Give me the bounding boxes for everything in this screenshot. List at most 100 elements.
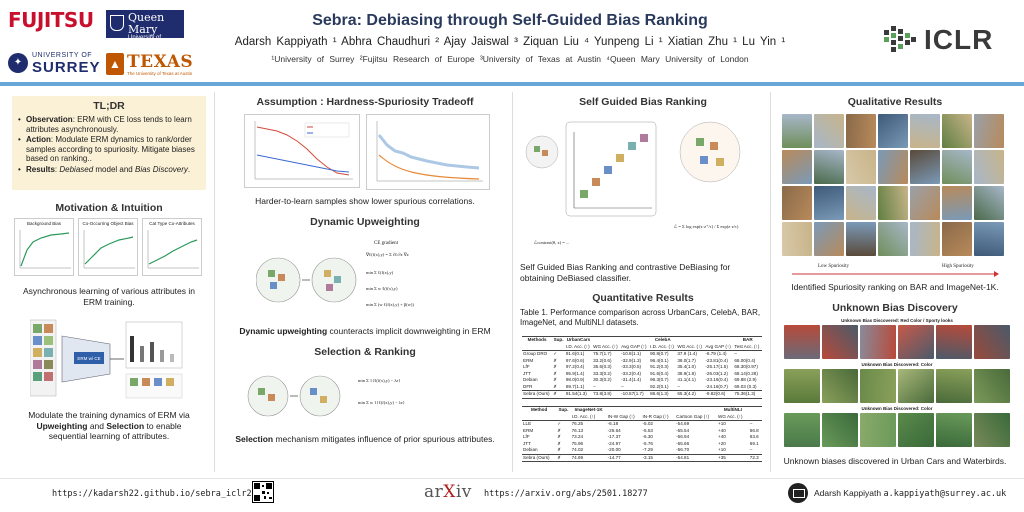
- table-cell: -32.9(1.3): [621, 357, 642, 363]
- table-row: Sebra (Ours) ✗ 74.69 -14.77 -3.15 -54.81 +35 72…: [522, 454, 762, 462]
- table-cell: -26.64: [607, 427, 621, 433]
- table-cell: [607, 407, 642, 414]
- table-cell: -55.66: [676, 440, 690, 446]
- thumbnail-image: [936, 325, 972, 359]
- table-cell: ERM: [523, 427, 534, 433]
- table-cell: 91.6(0.1): [565, 351, 585, 356]
- table-cell: ✗: [557, 454, 562, 460]
- table-cell: JTT: [523, 440, 531, 446]
- motivation-caption: Asynchronous learning of various attribu…: [23, 286, 195, 307]
- table-cell: 38.9(1.8): [677, 370, 696, 376]
- svg-text:ℒ = Σ log exp(z·z⁺/τ) / Σ exp(: ℒ = Σ log exp(z·z⁺/τ) / Σ exp(z·z/τ): [674, 224, 739, 229]
- table-cell: ✗: [553, 383, 558, 389]
- contact-email[interactable]: a.kappiyath@surrey.ac.uk: [883, 489, 1007, 499]
- thumbnail-image: [784, 325, 820, 359]
- qr-code-icon[interactable]: [252, 481, 274, 503]
- curve-graphic: [19, 230, 71, 269]
- contact-info: Adarsh Kappiyath a.kappiyath@surrey.ac.u…: [814, 488, 1007, 499]
- table-cell: 66.8: [749, 427, 759, 433]
- table-cell: I.D. Acc. (↑): [571, 413, 596, 419]
- table-row: ERM ✗ 76.13 -26.64 -5.53 -55.54 +40 66.8: [522, 428, 762, 435]
- table-row: ERM ✗ 97.6(0.6) 33.2(0.6) -32.9(1.3) 96.4(0.1…: [522, 358, 762, 365]
- table-cell: 33.2(0.6): [593, 357, 612, 363]
- motivation-plots: Background Bias Co-Occurring Object Bias…: [14, 218, 204, 278]
- svg-text:ERM w/ CE: ERM w/ CE: [77, 356, 100, 361]
- curve-graphic: [83, 230, 135, 269]
- table-cell: 75.7(1.7): [593, 351, 612, 356]
- table-cell: 35.4(1.0): [677, 364, 696, 369]
- thumbnail-image: [910, 114, 940, 148]
- table-cell: -26.03(1.2): [705, 370, 728, 376]
- thumbnail-image: [936, 413, 972, 447]
- poster-title: Sebra: Debiasing through Self-Guided Bia…: [312, 12, 708, 29]
- fujitsu-logo: FUJITSU: [8, 8, 94, 32]
- table-cell: DFR: [523, 383, 533, 389]
- table-cell: +40: [718, 427, 726, 433]
- table-cell: 96.3(0.7): [650, 377, 669, 382]
- table-cell: 37.9 (1.4): [677, 351, 698, 356]
- table-cell: LfF: [523, 364, 530, 369]
- table-cell: 74.02: [571, 447, 584, 452]
- curve-graphic: [147, 230, 199, 269]
- table-cell: ✗: [557, 447, 562, 452]
- tldr-box: TL;DR Observation: ERM with CE loss tend…: [12, 96, 206, 190]
- table-cell: -24.97: [607, 440, 621, 446]
- column-divider: [512, 92, 513, 472]
- table-cell: 91.54(1.3): [565, 391, 587, 396]
- table-cell: Avg GAP (↑): [705, 343, 731, 349]
- tldr-item: Observation: ERM with CE loss tends to l…: [18, 115, 200, 134]
- spuriosity-scale: Low Spuriosity High Spuriosity: [790, 264, 1000, 277]
- table-cell: -20.00: [607, 447, 621, 452]
- table-cell: Debian: [523, 377, 538, 382]
- queen-mary-logo: Queen Mary University of London: [106, 10, 184, 47]
- table-row: Debian ✗ 74.02 -20.00 -7.29 -56.70 +10 –: [522, 447, 762, 454]
- table-cell: -10.8(1.1): [621, 351, 642, 356]
- thumbnail-image: [910, 150, 940, 184]
- table-cell: I.D. Acc. (↑): [565, 343, 590, 349]
- affiliation-list: ¹University of Surrey ²Fujitsu Research …: [271, 54, 749, 64]
- svg-text:CE gradient: CE gradient: [374, 241, 399, 246]
- table-cell: 74.69: [571, 454, 584, 460]
- table-cell: 89.7(1.1): [565, 383, 585, 389]
- erm-diagram-graphic: ERM w/ CE: [29, 319, 183, 399]
- svg-text:min Σ 1{ℓ(f(x),y) − λε}: min Σ 1{ℓ(f(x),y) − λε}: [358, 378, 401, 384]
- tldr-list: Observation: ERM with CE loss tends to l…: [18, 115, 200, 175]
- table-cell: -5.76: [642, 440, 653, 446]
- thumbnail-image: [814, 150, 844, 184]
- table-cell: 75.36(1.3): [734, 391, 756, 396]
- table-cell: [522, 344, 552, 351]
- svg-text:min Σ w ℓ(f(x),y): min Σ w ℓ(f(x),y): [366, 286, 398, 292]
- table-cell: ERM: [523, 357, 534, 363]
- table-cell: 73.24: [571, 434, 584, 439]
- table-cell: Debian: [523, 447, 538, 452]
- thumbnail-image: [974, 325, 1010, 359]
- sgbr-caption: Self Guided Bias Ranking and contrastive…: [520, 262, 731, 283]
- upweighting-caption: Dynamic upweighting counteracts implicit…: [239, 326, 491, 336]
- upweighting-graphic: CE gradient ∇ℓ(f(x),y) = Σ ∂ℓ/∂z ∇z min …: [255, 241, 414, 308]
- table-cell: 36.0(1.7): [677, 357, 696, 363]
- thumbnail-image: [846, 222, 876, 256]
- table-cell: ✗: [553, 377, 558, 382]
- table-cell: -54.69: [676, 421, 690, 426]
- arxiv-link[interactable]: https://arxiv.org/abs/2501.18277: [484, 489, 648, 499]
- table-cell: 73.8(3.8): [593, 391, 612, 396]
- table-cell: I.D. Acc. (↑): [650, 343, 674, 349]
- project-link[interactable]: https://kadarsh22.github.io/sebra_iclr25…: [52, 489, 262, 499]
- mail-icon: [788, 483, 808, 503]
- table-cell: 92.2(0.1): [650, 383, 669, 389]
- author-list: Adarsh Kappiyath ¹ Abhra Chaudhuri ² Aja…: [234, 36, 786, 48]
- thumbnail-image: [860, 413, 896, 447]
- table-cell: 76.13: [571, 427, 584, 433]
- table-cell: 68.30(0.97): [734, 364, 758, 369]
- table-cell: –: [734, 351, 737, 356]
- table-cell: [556, 414, 570, 421]
- table-cell: -56.70: [676, 447, 690, 452]
- thumbnail-image: [846, 186, 876, 220]
- table-cell: Avg GAP (↑): [621, 343, 647, 349]
- table-cell: Sebra (Ours): [523, 454, 550, 460]
- table-row: Methods Sup. UrbanCars CelebA BAR: [522, 336, 762, 344]
- table-cell: 76.25: [571, 421, 584, 426]
- table-cell: -9.82(0.6): [705, 391, 726, 396]
- results-table-2: Method Sup. ImageNet-1K MultiNLI I.D. Acc. (…: [522, 406, 762, 462]
- table-cell: -23.16(0.4): [705, 377, 728, 382]
